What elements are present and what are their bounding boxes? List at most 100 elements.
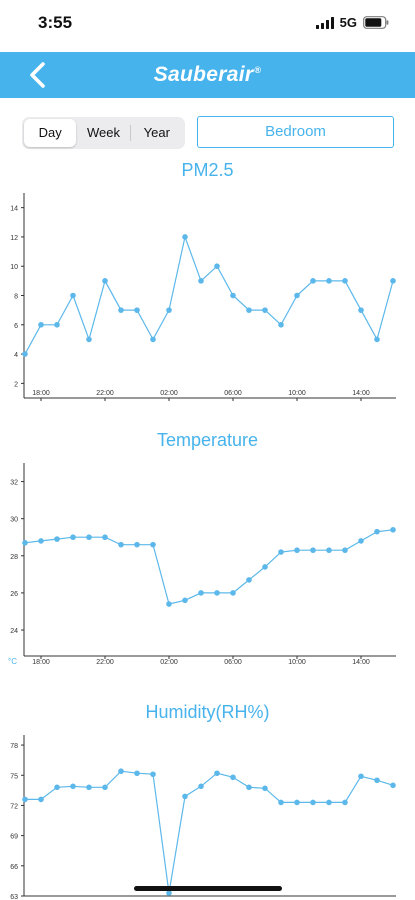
data-point: [214, 770, 220, 777]
network-label: 5G: [339, 15, 357, 30]
data-point: [310, 799, 316, 806]
room-selector-button[interactable]: Bedroom: [197, 116, 394, 148]
data-point: [246, 784, 252, 791]
data-point: [166, 601, 172, 607]
data-point: [54, 536, 60, 542]
x-tick-label: 18:00: [32, 659, 50, 666]
pm25-chart: 2 4 6 8 10 12 14 18:00 22:00 02:00 06:00 10:00 14:00: [10, 193, 396, 401]
y-tick-label: 14: [10, 206, 18, 213]
data-point: [358, 538, 364, 544]
data-point: [246, 577, 252, 583]
chart-title-pm25: PM2.5: [181, 160, 234, 180]
y-tick-label: 24: [10, 628, 18, 635]
x-tick-label: 14:00: [352, 659, 370, 666]
back-button[interactable]: [22, 58, 56, 92]
y-tick-label: 32: [10, 480, 18, 487]
data-point: [38, 321, 44, 328]
y-tick-label: 8: [14, 294, 18, 301]
data-point: [86, 534, 92, 541]
data-point: [326, 799, 332, 806]
x-tick-label: 10:00: [288, 659, 306, 666]
data-point: [150, 336, 156, 343]
data-point: [390, 782, 396, 789]
data-point: [198, 278, 204, 284]
data-point: [278, 799, 284, 806]
data-point: [294, 547, 300, 554]
data-point: [118, 768, 124, 775]
temperature-chart: 24 26 28 30 32 18:00 22:00 02:00 06:00 10:00 14:00…: [8, 463, 396, 666]
data-point: [86, 336, 92, 343]
x-tick-label: 22:00: [96, 390, 114, 397]
range-option-year[interactable]: Year: [143, 125, 170, 140]
data-point: [294, 292, 300, 299]
data-point: [214, 263, 220, 270]
data-point: [102, 784, 108, 791]
x-tick-label: 18:00: [32, 390, 50, 397]
data-point: [102, 534, 108, 541]
y-tick-label: 66: [10, 864, 18, 871]
data-point: [182, 234, 188, 240]
unit-label: °C: [8, 657, 17, 666]
data-point: [198, 590, 204, 596]
data-point: [358, 773, 364, 780]
data-point: [230, 292, 236, 299]
data-point: [38, 538, 44, 544]
status-time: 3:55: [38, 13, 73, 32]
data-point: [54, 321, 60, 328]
humidity-chart: 63 66 69 72 75 78: [10, 735, 396, 900]
data-point: [374, 528, 380, 535]
data-point: [198, 783, 204, 790]
data-point: [262, 564, 268, 570]
x-tick-label: 02:00: [160, 659, 178, 666]
chart-title-temperature: Temperature: [156, 430, 259, 450]
y-tick-label: 75: [10, 773, 18, 780]
data-point: [374, 336, 380, 343]
data-point: [230, 774, 236, 781]
data-point: [150, 771, 156, 778]
status-indicators: 5G: [315, 15, 389, 30]
battery-icon: [363, 16, 389, 29]
data-point: [166, 890, 172, 896]
range-option-week[interactable]: Week: [86, 125, 120, 140]
chevron-left-icon: [30, 62, 45, 88]
status-bar: 3:55 5G: [0, 0, 415, 50]
data-point: [166, 307, 172, 313]
brand-registered-mark: ®: [254, 65, 262, 75]
home-indicator: [134, 886, 282, 891]
data-point: [22, 351, 28, 357]
data-point: [70, 292, 76, 299]
data-point: [278, 549, 284, 555]
data-point: [390, 527, 396, 533]
data-point: [294, 799, 300, 806]
data-point: [22, 539, 28, 546]
y-tick-label: 26: [10, 591, 18, 598]
data-point: [342, 278, 348, 284]
data-point: [342, 799, 348, 806]
x-tick-label: 14:00: [352, 390, 370, 397]
brand-name: Sauberair: [153, 63, 254, 86]
data-point: [246, 307, 252, 313]
range-option-day[interactable]: Day: [24, 119, 77, 147]
data-point: [342, 547, 348, 554]
y-tick-label: 6: [14, 323, 18, 330]
y-tick-label: 69: [10, 834, 18, 841]
series-line: [24, 234, 394, 355]
data-point: [326, 278, 332, 284]
segment-divider: [129, 125, 131, 141]
y-tick-label: 63: [10, 894, 18, 900]
y-tick-label: 30: [10, 517, 18, 524]
data-point: [310, 278, 316, 284]
data-point: [134, 541, 140, 548]
time-range-selector: Day Week Year: [22, 117, 185, 149]
series-line: [24, 529, 394, 605]
y-tick-label: 10: [10, 264, 18, 271]
data-point: [54, 784, 60, 791]
data-point: [262, 785, 268, 792]
data-point: [86, 784, 92, 791]
data-point: [22, 796, 28, 803]
data-point: [70, 534, 76, 541]
data-point: [278, 321, 284, 328]
x-tick-label: 06:00: [224, 659, 242, 666]
data-point: [134, 307, 140, 313]
y-tick-label: 12: [10, 235, 18, 242]
